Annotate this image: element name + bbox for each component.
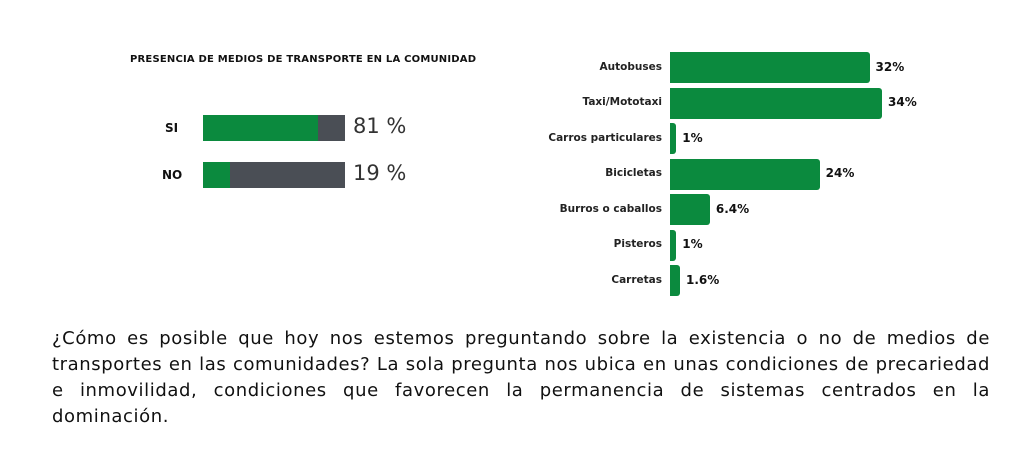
data-label: 1% (682, 130, 703, 145)
row-label: SI (165, 121, 179, 135)
data-label: 81 % (353, 114, 407, 138)
row-label: NO (162, 168, 183, 182)
data-label: 1.6% (685, 272, 720, 287)
category-label: Pisteros (613, 238, 662, 250)
data-label: 24% (825, 166, 855, 180)
data-label: 19 % (353, 161, 407, 185)
bar (203, 115, 319, 141)
category-label: Autobuses (599, 60, 662, 73)
bar (670, 229, 677, 261)
bar-track (203, 162, 345, 188)
bar (670, 194, 710, 225)
category-label: Bicicletas (605, 167, 662, 179)
category-label: Burros o caballos (559, 202, 662, 215)
bar (670, 123, 677, 154)
category-label: Carretas (611, 273, 662, 286)
category-label: Taxi/Mototaxi (582, 96, 662, 108)
data-label: 34% (888, 95, 917, 109)
bar (670, 158, 820, 190)
transport-presence-chart: PRESENCIA DE MEDIOS DE TRANSPORTE EN LA … (0, 0, 480, 310)
transport-types-chart: Autobuses 32% Taxi/Mototaxi 34% Carros parti… (520, 40, 1000, 310)
chart-title: PRESENCIA DE MEDIOS DE TRANSPORTE EN LA … (130, 54, 477, 65)
bar (203, 162, 230, 188)
category-label: Carros particulares (548, 131, 662, 144)
bar-track (203, 115, 345, 141)
bar (670, 52, 870, 83)
body-paragraph: ¿Cómo es posible que hoy nos estemos pre… (52, 328, 990, 427)
data-label: 6.4% (715, 201, 750, 216)
bar (670, 265, 680, 296)
data-label: 32% (875, 59, 905, 74)
data-label: 1% (682, 237, 703, 251)
bar (670, 87, 882, 119)
